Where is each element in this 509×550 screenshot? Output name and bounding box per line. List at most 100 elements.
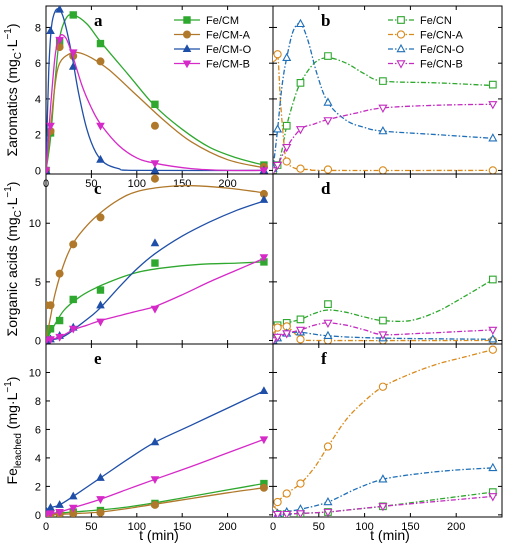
- y-tick-label: 0: [35, 335, 41, 347]
- data-point: [96, 300, 105, 309]
- series-fe-cn-b: [273, 493, 498, 517]
- data-point: [46, 502, 55, 511]
- series-line: [46, 390, 265, 512]
- data-point: [488, 345, 497, 354]
- data-point: [55, 500, 64, 508]
- x-tick-label: 100: [128, 521, 146, 533]
- x-tick-label: 200: [447, 521, 465, 533]
- y-axis-label-part: Σorganic acids (mg: [4, 217, 20, 336]
- data-point: [324, 52, 332, 60]
- data-point: [296, 335, 305, 344]
- y-axis-label-part: (mg·L: [4, 392, 20, 433]
- data-point: [296, 479, 305, 488]
- data-point: [259, 436, 269, 445]
- panel-letter: a: [94, 11, 103, 30]
- legend-label: Fe/CN-A: [420, 30, 463, 42]
- y-tick-label: 10: [29, 218, 41, 230]
- data-point: [323, 508, 333, 517]
- data-point: [488, 326, 498, 336]
- x-tick-label: 0: [43, 521, 49, 533]
- data-point: [378, 104, 388, 113]
- data-point: [150, 500, 159, 509]
- data-point: [273, 124, 283, 133]
- x-tick-label: 100: [128, 178, 146, 190]
- x-tick-label: 200: [218, 178, 236, 190]
- data-point: [378, 474, 388, 483]
- series-fe-cn: [273, 52, 497, 174]
- data-point: [46, 510, 55, 517]
- data-point: [96, 286, 105, 294]
- legend-marker: [396, 43, 406, 53]
- data-point: [273, 50, 282, 59]
- data-point: [378, 331, 388, 340]
- data-point: [259, 167, 269, 174]
- y-axis-label-part: ·L: [4, 197, 20, 210]
- data-point: [488, 462, 498, 472]
- data-point: [273, 161, 283, 171]
- data-point: [296, 315, 305, 324]
- panel-c: 0 5 10 c: [29, 173, 274, 347]
- y-axis-label-part: −1: [3, 381, 14, 393]
- data-point: [96, 122, 105, 131]
- legend: Fe/CM Fe/CM-A Fe/CM-O Fe/CM-B: [174, 15, 252, 71]
- x-tick-label: 50: [313, 521, 325, 533]
- series-line: [46, 51, 265, 171]
- legend-label: Fe/CN: [420, 15, 452, 27]
- panel-letter: b: [321, 11, 330, 30]
- data-point: [46, 301, 55, 310]
- series-fe-cn-a: [273, 345, 497, 515]
- data-point: [273, 167, 278, 174]
- data-point: [96, 57, 105, 66]
- data-point: [150, 160, 160, 169]
- data-point: [296, 79, 305, 87]
- series-line: [273, 349, 493, 511]
- data-point: [69, 11, 77, 19]
- data-point: [55, 269, 64, 278]
- y-axis-label-part: ): [4, 23, 20, 28]
- data-point: [282, 144, 292, 153]
- data-point: [68, 504, 78, 513]
- series-fe-cm-b: [46, 254, 269, 344]
- data-point: [273, 333, 283, 343]
- data-point: [378, 382, 388, 391]
- data-point: [259, 386, 269, 395]
- data-point: [151, 259, 159, 267]
- data-point: [96, 318, 105, 327]
- data-point: [68, 49, 78, 58]
- data-point: [46, 26, 55, 35]
- series-line: [273, 103, 493, 171]
- data-point: [378, 166, 388, 174]
- data-point: [55, 333, 64, 342]
- series-line: [46, 8, 264, 172]
- data-point: [295, 126, 306, 135]
- data-point: [55, 6, 64, 13]
- y-tick-label: 6: [35, 424, 41, 436]
- y-tick-label: 0: [35, 510, 41, 522]
- y-tick-label: 4: [35, 94, 41, 106]
- series-line: [273, 22, 493, 169]
- data-point: [69, 295, 77, 304]
- data-point: [324, 300, 332, 308]
- panel-letter: f: [321, 349, 327, 368]
- data-point: [46, 167, 51, 174]
- legend-marker: [182, 60, 192, 69]
- data-point: [55, 36, 64, 45]
- panel-letter: e: [94, 349, 102, 368]
- legend-marker: [182, 44, 192, 53]
- x-tick-label: 100: [355, 521, 373, 533]
- data-point: [150, 121, 159, 130]
- data-point: [282, 330, 292, 339]
- data-point: [150, 165, 160, 174]
- x-tick-label: 150: [173, 178, 191, 190]
- data-point: [96, 39, 105, 48]
- data-point: [273, 510, 283, 517]
- data-point: [259, 254, 269, 263]
- data-point: [323, 97, 333, 106]
- legend-label: Fe/CM: [206, 15, 239, 27]
- x-axis-label-left: t (min): [139, 527, 179, 543]
- data-point: [69, 240, 78, 249]
- y-axis-label-row-3: Feleached (mg·L−1): [3, 377, 24, 485]
- data-point: [488, 334, 498, 343]
